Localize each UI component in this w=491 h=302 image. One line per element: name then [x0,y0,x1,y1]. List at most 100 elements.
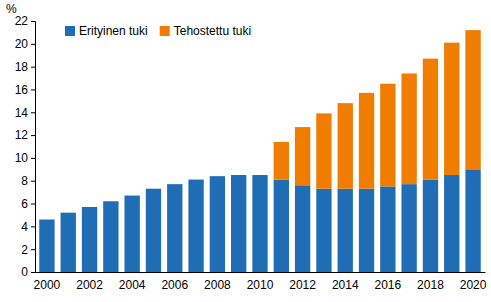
tick-label: 2 [21,243,28,257]
legend-swatch [65,26,75,36]
bar [423,180,438,272]
chart: 0246810121416182022200020022004200620082… [0,0,491,302]
tick: 20 [15,37,35,51]
tick-label: 2002 [76,278,103,292]
tick: 12 [15,128,35,142]
bar [274,142,289,180]
tick-mark [31,67,35,68]
bar [61,213,76,272]
tick-label: 2006 [161,278,188,292]
bar [39,220,54,272]
bar [338,103,353,189]
tick-mark [31,226,35,227]
tick-mark [31,21,35,22]
tick-label: 12 [15,128,29,142]
bar [444,43,459,175]
tick: 14 [15,106,35,120]
bar [444,175,459,272]
tick: 2014 [332,272,359,292]
bar [295,127,310,185]
tick-mark [31,181,35,182]
tick-mark [31,204,35,205]
series [39,169,480,272]
tick: 2006 [161,272,188,292]
legend: Erityinen tuki Tehostettu tuki [65,24,251,38]
tick: 2004 [119,272,146,292]
tick: 22 [15,14,35,28]
tick: 4 [21,220,35,234]
tick-mark [31,44,35,45]
tick-label: 2000 [34,278,61,292]
tick-label: 18 [15,60,29,74]
tick: 6 [21,197,35,211]
bar [338,189,353,272]
tick: 18 [15,60,35,74]
tick: 2000 [34,272,61,292]
tick: 2016 [374,272,401,292]
bar [210,176,225,272]
bar [316,189,331,272]
bar [380,186,395,272]
tick: 10 [15,151,35,165]
tick-label: 2012 [289,278,316,292]
bar [465,30,480,169]
bar [423,59,438,180]
bar [103,201,118,272]
bar [401,73,416,184]
bar [82,207,97,272]
bar [316,113,331,188]
y-axis: 0246810121416182022 [15,14,36,279]
tick-label: 16 [15,83,29,97]
bar [124,196,139,272]
tick: 8 [21,174,35,188]
tick: 2020 [460,272,487,292]
tick-label: 4 [21,220,28,234]
bar [295,185,310,272]
tick-mark [31,89,35,90]
tick-label: 2016 [374,278,401,292]
plot: 0246810121416182022200020022004200620082… [15,14,487,291]
tick: 2008 [204,272,231,292]
tick-label: 2018 [417,278,444,292]
bar [401,184,416,272]
tick-label: 8 [21,174,28,188]
tick: 2002 [76,272,103,292]
bar [359,93,374,189]
tick: 2010 [247,272,274,292]
tick-mark [31,112,35,113]
tick-label: 6 [21,197,28,211]
tick-mark [31,249,35,250]
bar [146,189,161,272]
bar [167,184,182,272]
legend-item: Erityinen tuki [65,24,148,38]
tick-label: 2010 [247,278,274,292]
legend-label: Erityinen tuki [79,24,148,38]
tick-label: 14 [15,106,29,120]
tick-mark [31,272,35,273]
axis-line [36,272,486,273]
tick: 16 [15,83,35,97]
tick-label: 2008 [204,278,231,292]
tick-label: 20 [15,37,29,51]
tick: 2012 [289,272,316,292]
tick-label: 10 [15,151,29,165]
bar [359,189,374,272]
bar [188,180,203,272]
axis-title: % [6,2,17,16]
axis-line [31,22,36,273]
tick-mark [31,158,35,159]
tick-label: 2004 [119,278,146,292]
x-axis: 2000 2002 2004 2006 2008 2010 2012 2014 2016 2018… [34,272,487,292]
tick-label: 2014 [332,278,359,292]
tick: 2 [21,243,35,257]
bar [465,169,480,272]
bar [274,180,289,272]
series [274,30,481,189]
legend-swatch [160,26,170,36]
tick-label: 22 [15,14,29,28]
bar [380,84,395,187]
bar [252,175,267,272]
bar [231,175,246,272]
tick-mark [31,135,35,136]
legend-item: Tehostettu tuki [160,24,251,38]
